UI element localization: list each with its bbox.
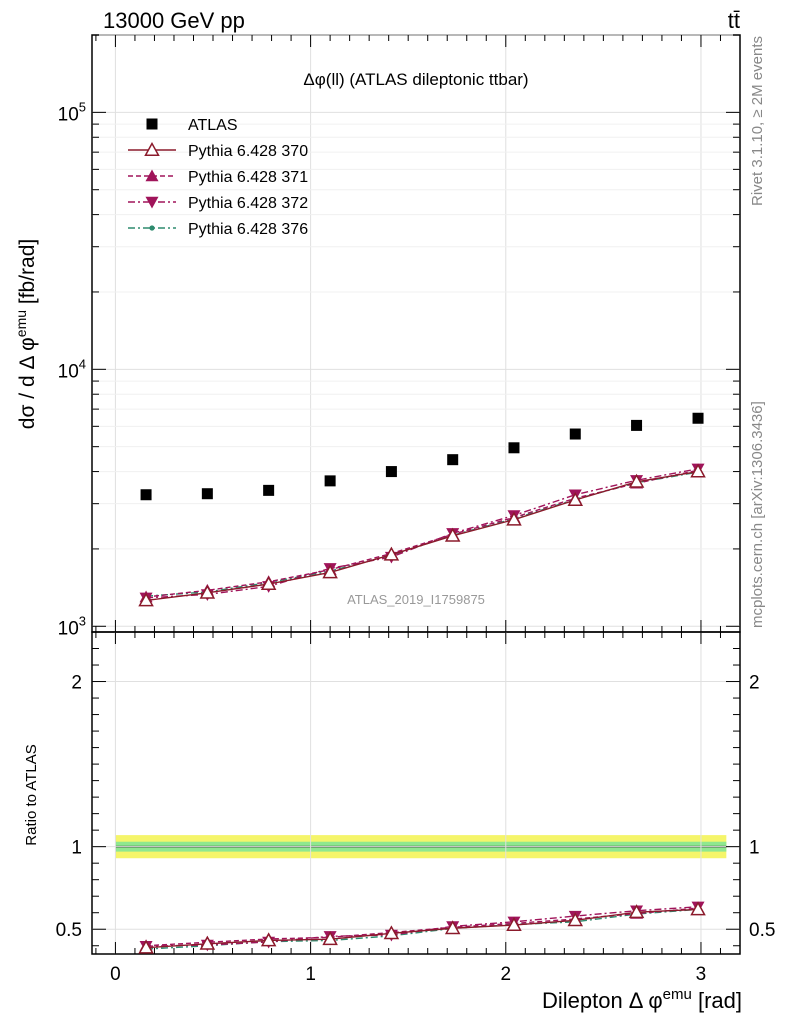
rivet-label: Rivet 3.1.10, ≥ 2M events	[749, 36, 766, 206]
ratio-y-tick-label: 0.5	[56, 920, 82, 941]
legend-entry: Pythia 6.428 372	[128, 195, 308, 212]
main-y-tick-label: 104	[58, 356, 86, 382]
series-line	[145, 470, 699, 602]
data-point	[690, 463, 706, 478]
ratio-data-point	[690, 901, 706, 916]
ratio-y-tick-label: 1	[71, 838, 82, 859]
series-line	[146, 468, 699, 599]
data-point	[322, 564, 338, 579]
legend-marker	[146, 118, 158, 130]
ratio-y-tick-label-right: 2	[749, 673, 760, 694]
mcplots-label: mcplots.cern.ch [arXiv:1306.3436]	[749, 401, 766, 628]
ratio-y-tick-label: 2	[71, 673, 82, 694]
legend-entry: ATLAS	[146, 117, 238, 134]
data-point	[383, 546, 400, 561]
series-atlas	[140, 412, 704, 501]
main-title: Δφ(ll) (ATLAS dileptonic ttbar)	[303, 70, 528, 89]
legend-label: Pythia 6.428 376	[188, 221, 308, 238]
series-pythia-6-428-376	[143, 469, 701, 599]
legend-marker	[149, 225, 155, 231]
data-point	[263, 484, 275, 496]
ratio-data-point	[138, 939, 154, 954]
ratio-series-pythia-6-428-370	[138, 901, 706, 954]
x-tick-label: 3	[696, 964, 707, 985]
legend-marker	[145, 169, 159, 182]
ratio-series-group	[138, 901, 706, 954]
main-y-tick-label: 103	[58, 613, 86, 639]
x-tick-label: 0	[110, 964, 121, 985]
data-point	[447, 454, 459, 466]
ratio-gridlines	[92, 632, 740, 954]
series-pythia-6-428-370	[138, 463, 706, 607]
ratio-data-point	[444, 920, 461, 935]
data-point	[508, 442, 520, 454]
ratio-panel-frame	[91, 631, 741, 955]
svg-text:dσ / d Δ φemu [fb/rad]: dσ / d Δ φemu [fb/rad]	[13, 239, 39, 429]
legend-marker	[144, 141, 160, 156]
ratio-data-point	[506, 917, 522, 932]
energy-label: 13000 GeV pp	[103, 8, 245, 33]
data-point	[567, 491, 584, 506]
ratio-y-tick-label-right: 1	[749, 838, 760, 859]
data-point	[260, 575, 277, 590]
data-point	[324, 475, 336, 487]
ratio-data-point	[322, 931, 338, 946]
legend-entry: Pythia 6.428 371	[128, 169, 308, 186]
legend-marker	[145, 196, 159, 209]
data-point	[506, 511, 522, 526]
data-point	[138, 592, 154, 607]
legend: ATLAS Pythia 6.428 370 Pythia 6.428 371 Pyt…	[128, 117, 308, 238]
ratio-series-line	[146, 908, 699, 949]
legend-label: Pythia 6.428 370	[188, 143, 308, 160]
svg-text:Dilepton Δ φemu [rad]: Dilepton Δ φemu [rad]	[542, 986, 742, 1013]
process-label: tt̄	[728, 8, 740, 33]
legend-entry: Pythia 6.428 370	[128, 141, 308, 160]
ratio-y-axis-label: Ratio to ATLAS	[23, 744, 40, 845]
main-watermark: ATLAS_2019_I1759875	[347, 592, 485, 607]
data-point	[199, 584, 216, 599]
ratio-axis-ticks: 0.5 0.5 1 1 2 2	[56, 632, 775, 954]
ratio-series-line	[146, 906, 699, 947]
data-point	[385, 466, 397, 478]
legend-label: Pythia 6.428 371	[188, 169, 308, 186]
ratio-data-point	[567, 912, 584, 927]
main-y-tick-label: 105	[58, 99, 86, 125]
data-point	[692, 412, 704, 424]
data-point	[140, 489, 152, 501]
data-point	[569, 428, 581, 440]
series-pythia-6-428-371	[139, 463, 705, 603]
ratio-y-tick-label-right: 0.5	[749, 920, 775, 941]
legend-entry: Pythia 6.428 376	[128, 221, 308, 238]
data-point	[201, 488, 213, 500]
series-line	[146, 471, 699, 597]
data-point	[628, 473, 645, 488]
ratio-data-point	[199, 935, 216, 950]
ratio-series-line	[146, 907, 699, 947]
main-gridlines	[92, 34, 740, 632]
legend-label: Pythia 6.428 372	[188, 195, 308, 212]
series-pythia-6-428-372	[139, 463, 705, 605]
series-line	[145, 469, 699, 598]
x-tick-label: 2	[500, 964, 511, 985]
main-series-group	[138, 412, 706, 607]
x-tick-labels: 0 1 2 3	[110, 964, 706, 985]
x-tick-label: 1	[305, 964, 316, 985]
ratio-data-point	[383, 925, 400, 940]
ratio-data-point	[628, 904, 645, 919]
main-y-axis-label: dσ / d Δ φemu [fb/rad]	[13, 239, 39, 429]
data-point	[631, 419, 643, 431]
ratio-data-point	[260, 932, 277, 947]
x-axis-label: Dilepton Δ φemu [rad]	[542, 986, 742, 1013]
data-point	[444, 527, 461, 542]
legend-label: ATLAS	[188, 117, 238, 134]
